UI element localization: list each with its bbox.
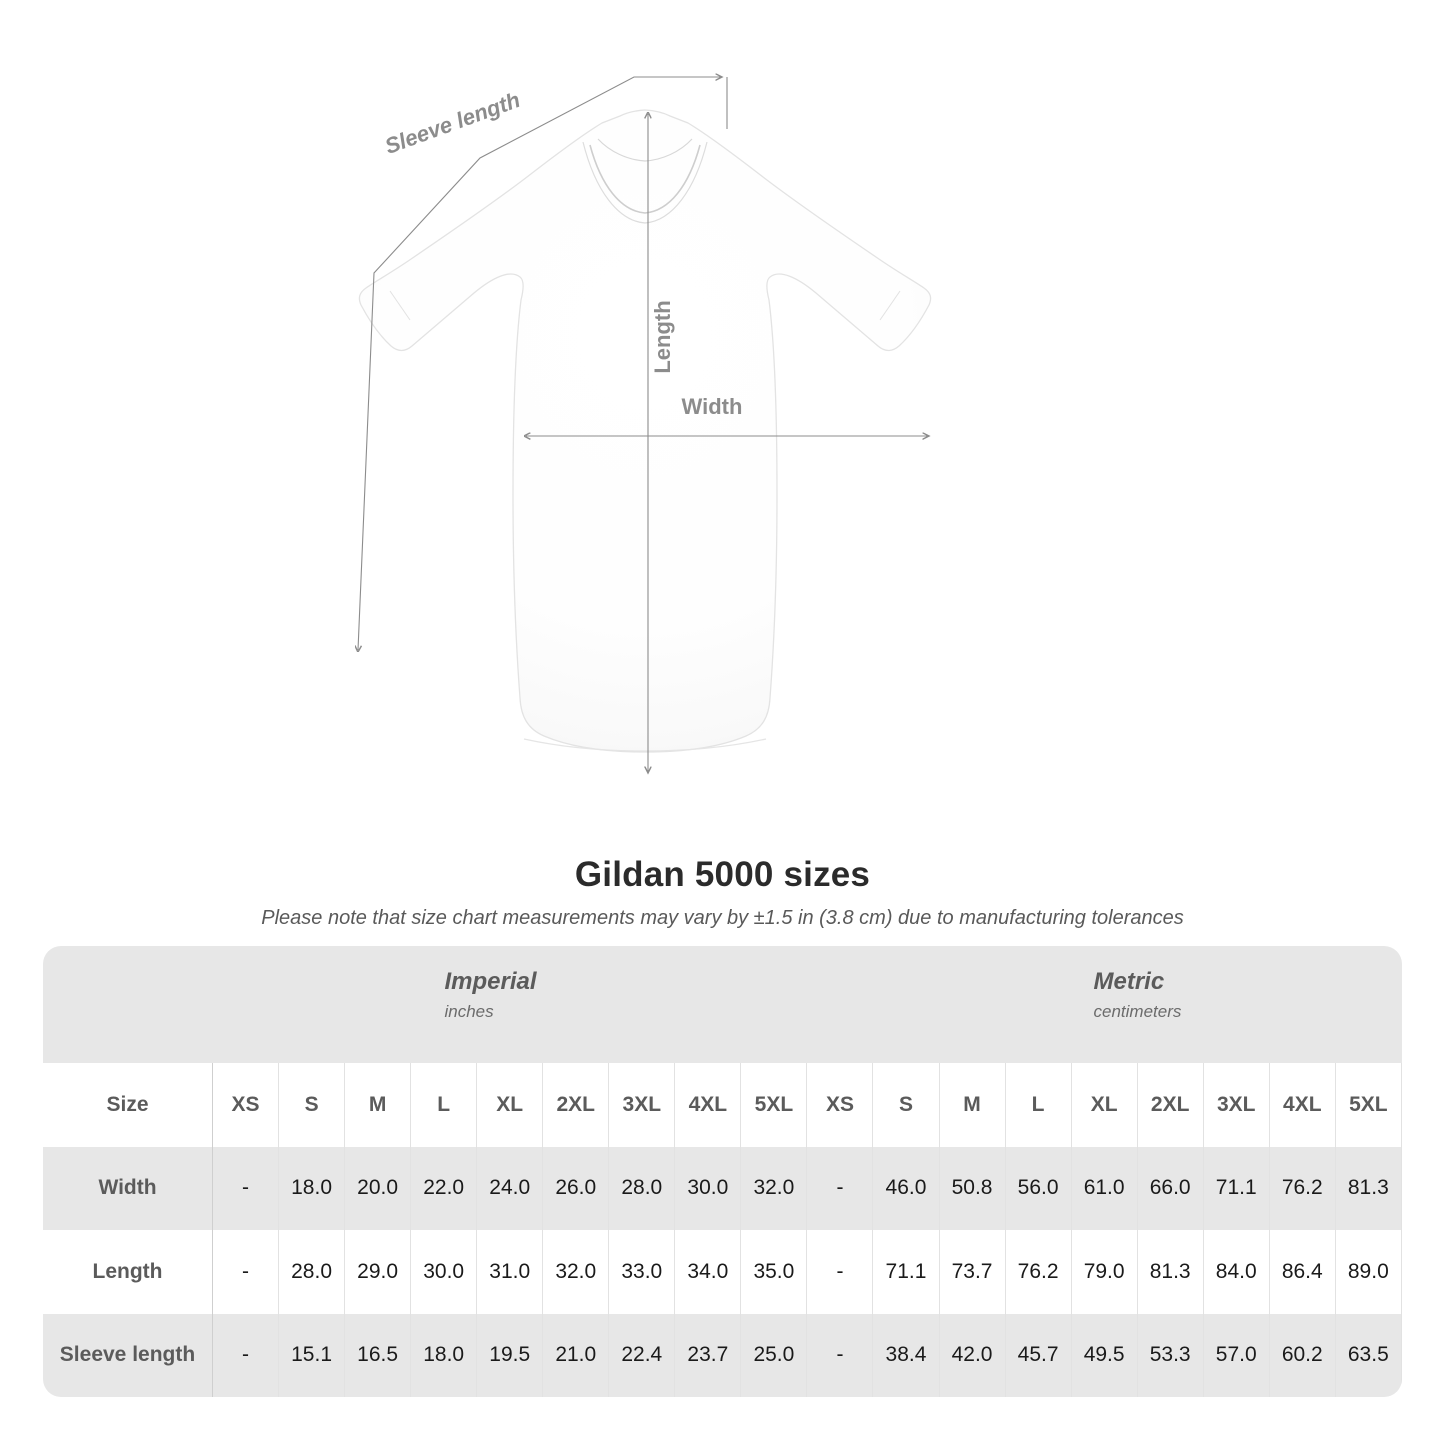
svg-text:Width: Width (682, 394, 743, 419)
svg-text:Length: Length (650, 300, 675, 373)
svg-text:Sleeve length: Sleeve length (382, 87, 524, 159)
